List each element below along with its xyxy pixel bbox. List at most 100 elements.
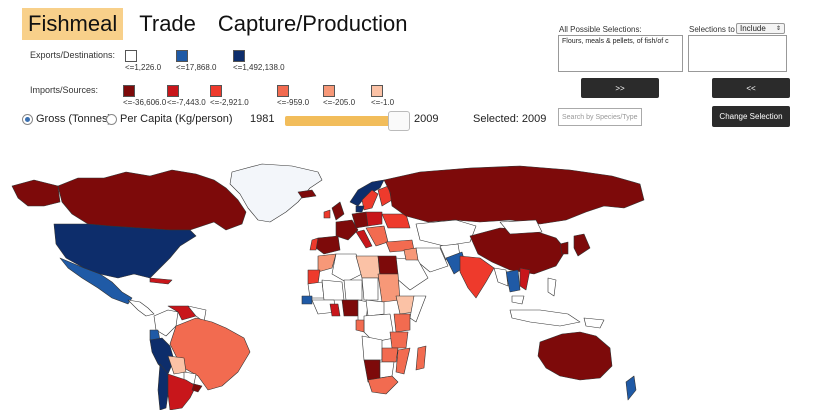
tab-capture-production[interactable]: Capture/Production [217, 11, 408, 36]
year-slider-track[interactable] [285, 116, 410, 126]
country-cuba[interactable] [149, 277, 173, 285]
export-swatch-value: <=17,868.0 [176, 63, 217, 72]
country-iraq[interactable] [403, 247, 419, 261]
change-selection-button[interactable]: Change Selection [712, 106, 790, 127]
country-spain[interactable] [315, 235, 341, 255]
country-niger[interactable] [343, 279, 363, 301]
country-korea[interactable] [559, 241, 569, 255]
imports-legend-label: Imports/Sources: [30, 85, 99, 95]
updown-arrows-icon: ⇕ [775, 26, 781, 32]
country-greenland[interactable] [229, 163, 323, 223]
country-kenya[interactable] [393, 313, 411, 333]
country-ghana[interactable] [329, 303, 341, 317]
country-thailand[interactable] [505, 269, 521, 293]
radio-unselected-icon[interactable] [106, 113, 117, 125]
import-swatch-1: <=-36,606.0 [123, 85, 166, 107]
include-select[interactable]: Include ⇕ [736, 23, 785, 34]
country-kazakhstan[interactable] [415, 219, 477, 247]
export-swatch-value: <=1,226.0 [125, 63, 162, 72]
country-russia[interactable] [383, 165, 645, 225]
radio-selected-icon[interactable] [22, 113, 33, 125]
country-chad[interactable] [361, 277, 379, 301]
import-swatch-value: <=-205.0 [323, 98, 356, 107]
import-swatch-4: <=-959.0 [277, 85, 309, 107]
controls-row: Gross (Tonnes) Per Capita (Kg/person) 19… [22, 111, 562, 131]
country-portugal[interactable] [309, 237, 319, 251]
country-somalia[interactable] [409, 295, 427, 323]
export-swatch-color [176, 50, 188, 62]
country-malaysia[interactable] [511, 295, 525, 305]
country-tanzania[interactable] [389, 331, 409, 349]
country-indonesia[interactable] [509, 309, 581, 327]
country-nigeria[interactable] [341, 299, 359, 317]
percapita-radio-label: Per Capita (Kg/person) [120, 113, 233, 125]
country-myanmar[interactable] [493, 267, 509, 287]
country-egypt[interactable] [377, 255, 399, 275]
country-venezuela[interactable] [167, 305, 197, 321]
country-iceland[interactable] [297, 189, 317, 199]
remove-selection-button[interactable]: << [712, 78, 790, 98]
country-argentina[interactable] [167, 373, 197, 410]
gross-radio[interactable]: Gross (Tonnes) [22, 113, 111, 125]
country-png[interactable] [583, 317, 605, 329]
tab-trade[interactable]: Trade [139, 11, 196, 36]
country-philippines[interactable] [547, 277, 557, 297]
selection-list-item[interactable]: Flours, meals & pellets, of fish/of c [562, 38, 669, 45]
country-usa[interactable] [53, 223, 197, 279]
country-senegal[interactable] [301, 295, 313, 305]
year-slider-handle[interactable] [388, 111, 410, 131]
country-canada[interactable] [57, 169, 247, 231]
country-western-sahara[interactable] [307, 269, 321, 285]
country-angola[interactable] [361, 335, 383, 361]
tab-bar: Fishmeal Trade Capture/Production [22, 8, 423, 40]
country-morocco[interactable] [317, 253, 337, 273]
export-swatch-color [233, 50, 245, 62]
import-swatch-color [210, 85, 222, 97]
country-new-zealand[interactable] [625, 375, 637, 401]
country-bolivia[interactable] [167, 355, 187, 375]
percapita-radio[interactable]: Per Capita (Kg/person) [106, 113, 233, 125]
country-mongolia[interactable] [499, 219, 543, 235]
country-france[interactable] [335, 219, 359, 241]
country-zambia[interactable] [381, 347, 399, 363]
import-swatch-color [277, 85, 289, 97]
country-sweden[interactable] [361, 189, 379, 211]
country-ireland[interactable] [323, 209, 331, 219]
import-swatch-3: <=-2,921.0 [210, 85, 249, 107]
country-mauritania[interactable] [307, 281, 325, 299]
import-swatch-color [371, 85, 383, 97]
import-swatch-color [123, 85, 135, 97]
country-denmark[interactable] [355, 205, 365, 213]
country-algeria[interactable] [331, 253, 363, 283]
country-australia[interactable] [537, 331, 613, 381]
species-search-input[interactable]: Search by Species/Type [558, 108, 642, 126]
country-uruguay[interactable] [191, 383, 203, 393]
country-gabon[interactable] [355, 319, 365, 333]
country-alaska[interactable] [11, 179, 61, 207]
included-selections-list[interactable] [688, 35, 787, 72]
country-central-america[interactable] [127, 299, 155, 317]
export-swatch-2: <=17,868.0 [176, 50, 216, 72]
country-botswana[interactable] [379, 361, 395, 379]
country-japan[interactable] [573, 233, 591, 257]
import-swatch-color [167, 85, 179, 97]
import-swatch-value: <=-959.0 [277, 98, 310, 107]
country-norway[interactable] [349, 179, 385, 207]
country-india[interactable] [459, 255, 495, 299]
country-madagascar[interactable] [415, 345, 427, 371]
country-ukraine[interactable] [381, 213, 411, 229]
country-mali[interactable] [321, 279, 345, 301]
country-vietnam[interactable] [519, 267, 531, 291]
country-car[interactable] [365, 299, 385, 317]
tab-fishmeal[interactable]: Fishmeal [22, 8, 124, 40]
include-select-value: Include [740, 24, 766, 33]
country-poland[interactable] [365, 211, 383, 227]
country-south-africa[interactable] [367, 375, 399, 395]
country-italy[interactable] [355, 229, 373, 249]
import-swatch-5: <=-205.0 [323, 85, 355, 107]
country-mozambique[interactable] [395, 347, 411, 375]
country-peru[interactable] [149, 337, 175, 375]
country-uk[interactable] [331, 201, 345, 221]
add-selection-button[interactable]: >> [581, 78, 659, 98]
all-selections-list[interactable]: Flours, meals & pellets, of fish/of c [558, 35, 683, 72]
